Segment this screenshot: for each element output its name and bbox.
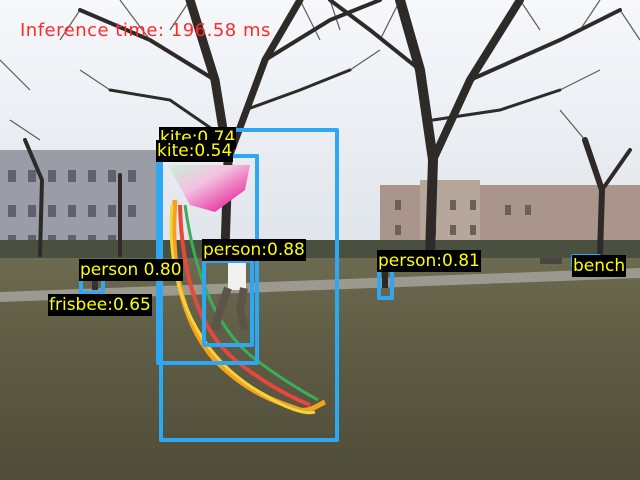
inference-time-text: Inference time: 196.58 ms	[20, 20, 271, 41]
detection-label-person-0.80: person 0.80	[79, 259, 183, 281]
bbox-kite-0.74	[159, 128, 339, 442]
detection-label-kite-0.54: kite:0.54	[156, 140, 234, 162]
bbox-person-0.88	[202, 259, 254, 347]
detection-label-frisbee-0.65: frisbee:0.65	[48, 294, 152, 316]
detection-label-bench: bench	[572, 255, 627, 277]
detection-label-person-0.88: person:0.88	[202, 239, 306, 261]
detection-label-person-0.81: person:0.81	[377, 250, 481, 272]
